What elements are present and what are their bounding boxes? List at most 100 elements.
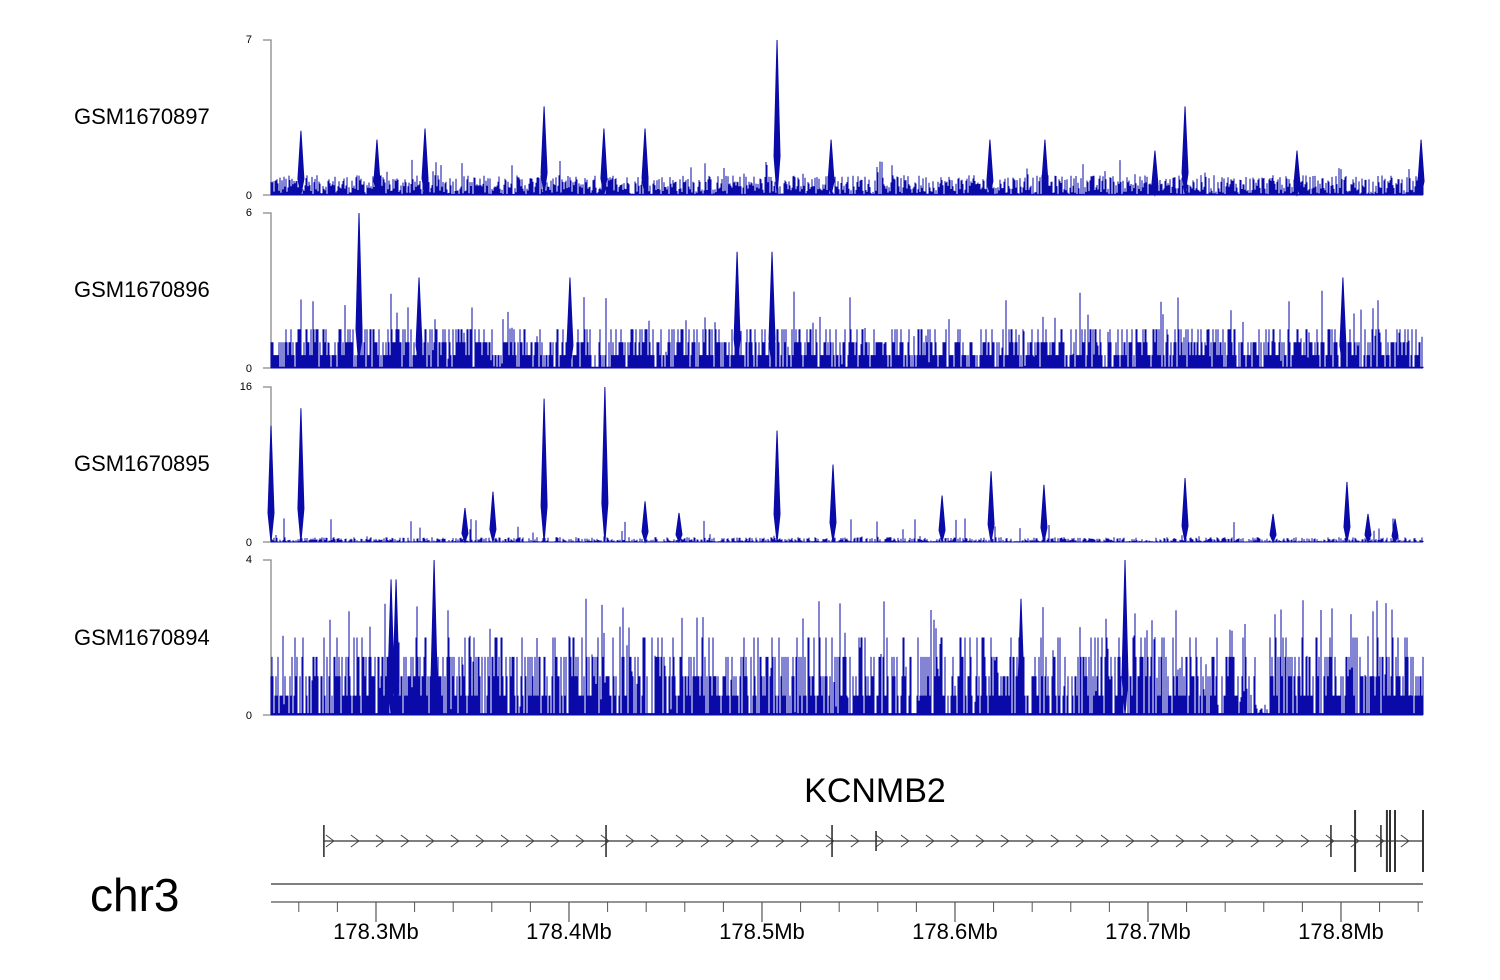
strand-arrow-icon — [875, 834, 885, 848]
signal-peak — [1343, 481, 1351, 543]
signal-peak — [938, 495, 946, 543]
signal-peak — [1339, 277, 1347, 369]
signal-peak — [387, 579, 395, 716]
signal-peak — [986, 139, 994, 196]
strand-arrow-icon — [325, 834, 335, 848]
track-label: GSM1670895 — [74, 451, 210, 476]
signal-peak — [297, 130, 305, 196]
y-tick-zero: 0 — [246, 363, 252, 375]
x-tick-label: 178.5Mb — [719, 919, 805, 944]
y-axis — [263, 39, 272, 196]
strand-arrow-icon — [1000, 834, 1010, 848]
strand-arrow-icon — [575, 834, 585, 848]
signal-peak — [641, 501, 649, 544]
strand-arrow-icon — [850, 834, 860, 848]
y-tick-zero: 0 — [246, 710, 252, 722]
signal-peak — [768, 251, 776, 369]
strand-arrow-icon — [1100, 834, 1110, 848]
y-tick-zero: 0 — [246, 190, 252, 202]
strand-arrow-icon — [775, 834, 785, 848]
signal-peak — [1151, 150, 1159, 197]
signal-peak — [566, 277, 574, 369]
track-GSM1670897: GSM1670897 7 0 — [74, 34, 1425, 202]
signal-peak — [827, 139, 835, 196]
strand-arrow-icon — [1300, 834, 1310, 848]
track-label: GSM1670896 — [74, 277, 210, 302]
signal-peak — [415, 277, 423, 369]
signal-background — [270, 518, 1424, 542]
signal-peak — [373, 139, 381, 196]
signal-peak — [430, 559, 438, 716]
track-GSM1670896: GSM1670896 6 0 — [74, 207, 1424, 375]
strand-arrow-icon — [525, 834, 535, 848]
signal-peak — [601, 386, 609, 543]
strand-arrow-icon — [950, 834, 960, 848]
track-GSM1670895: GSM1670895 16 0 — [74, 381, 1424, 549]
strand-arrow-icon — [1400, 834, 1410, 848]
strand-arrow-icon — [550, 834, 560, 848]
track-label: GSM1670894 — [74, 625, 210, 650]
strand-arrow-icon — [650, 834, 660, 848]
signal-peak — [1121, 559, 1129, 716]
track-GSM1670894: GSM1670894 4 0 — [74, 554, 1424, 722]
strand-arrow-icon — [1250, 834, 1260, 848]
y-tick-max: 7 — [246, 34, 252, 46]
strand-arrow-icon — [725, 834, 735, 848]
signal-peak — [1181, 478, 1189, 543]
signal-peak — [1417, 139, 1425, 196]
strand-arrow-icon — [500, 834, 510, 848]
x-tick-label: 178.6Mb — [912, 919, 998, 944]
strand-arrow-icon — [400, 834, 410, 848]
y-tick-max: 16 — [240, 381, 252, 393]
signal-background — [270, 290, 1424, 368]
strand-arrow-icon — [1150, 834, 1160, 848]
strand-arrow-icon — [625, 834, 635, 848]
signal-peak — [987, 471, 995, 543]
y-axis — [263, 212, 272, 369]
signal-peak — [540, 398, 548, 543]
strand-arrow-icon — [350, 834, 360, 848]
strand-arrow-icon — [600, 834, 610, 848]
signal-peak — [461, 508, 469, 544]
strand-arrow-icon — [700, 834, 710, 848]
signal-background — [270, 159, 1424, 195]
signal-peak — [773, 430, 781, 543]
strand-arrow-icon — [425, 834, 435, 848]
signal-peak — [829, 464, 837, 543]
x-tick-label: 178.8Mb — [1298, 919, 1384, 944]
strand-arrow-icon — [1325, 834, 1335, 848]
strand-arrow-icon — [1125, 834, 1135, 848]
signal-peak — [267, 425, 275, 543]
strand-arrow-icon — [1050, 834, 1060, 848]
strand-arrow-icon — [900, 834, 910, 848]
signal-peak — [773, 39, 781, 196]
strand-arrow-icon — [1025, 834, 1035, 848]
signal-peak — [1293, 150, 1301, 197]
strand-arrow-icon — [1350, 834, 1360, 848]
signal-peak — [1181, 106, 1189, 196]
signal-peak — [733, 251, 741, 369]
strand-arrow-icon — [1375, 834, 1385, 848]
strand-arrow-icon — [1200, 834, 1210, 848]
signal-peak — [1040, 484, 1048, 543]
signal-peak — [1364, 513, 1372, 544]
signal-peak — [421, 128, 429, 196]
genome-axis: chr3 178.3Mb 178.4Mb 178.5Mb 178.6Mb 178.7Mb… — [90, 869, 1423, 944]
signal-peak — [489, 491, 497, 543]
strand-arrow-icon — [1275, 834, 1285, 848]
signal-peak — [540, 106, 548, 196]
strand-arrow-icon — [975, 834, 985, 848]
strand-arrow-icon — [1225, 834, 1235, 848]
strand-arrow-icon — [825, 834, 835, 848]
x-tick-label: 178.4Mb — [526, 919, 612, 944]
gene-track: KCNMB2 — [323, 772, 1424, 872]
signal-peak — [355, 212, 363, 369]
y-tick-max: 6 — [246, 207, 252, 219]
strand-arrow-icon — [450, 834, 460, 848]
signal-peak — [1391, 518, 1399, 544]
strand-arrow-icon — [1175, 834, 1185, 848]
signal-peak — [1269, 513, 1277, 544]
y-tick-zero: 0 — [246, 537, 252, 549]
signal-peak — [641, 128, 649, 196]
